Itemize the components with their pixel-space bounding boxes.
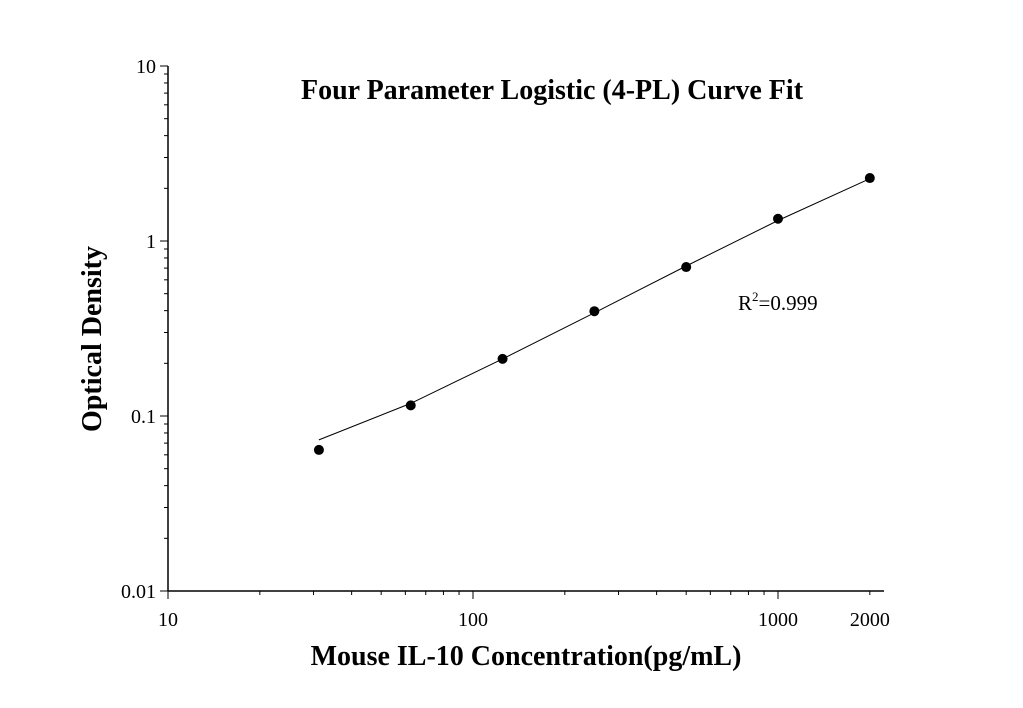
y-axis-title: Optical Density [77,246,108,432]
x-tick-label: 10 [158,609,178,631]
y-tick-label: 0.1 [131,406,156,428]
data-point [497,353,508,364]
r-squared-value: =0.999 [759,291,818,315]
axis-ticks [160,65,871,599]
data-point [589,306,600,317]
data-point [864,173,875,184]
data-point [681,262,692,273]
axis-tick-labels: 0.01 0.1 1 10 10 100 1000 2000 [121,56,890,631]
x-tick-label: 2000 [850,609,890,631]
x-tick-label: 1000 [758,609,798,631]
r-squared-superscript: 2 [752,289,759,304]
data-points [313,173,875,455]
x-axis-title: Mouse IL-10 Concentration(pg/mL) [311,641,742,672]
data-point [405,400,416,411]
y-tick-label: 10 [136,56,156,78]
y-tick-label: 0.01 [121,581,156,603]
x-tick-label: 100 [458,609,488,631]
axes [167,66,884,592]
r-squared-annotation: R2=0.999 [738,289,818,315]
data-point [313,444,324,455]
chart-title: Four Parameter Logistic (4-PL) Curve Fit [301,75,804,106]
r-squared-label: R [738,291,752,315]
y-tick-label: 1 [146,231,156,253]
data-point [773,213,783,224]
